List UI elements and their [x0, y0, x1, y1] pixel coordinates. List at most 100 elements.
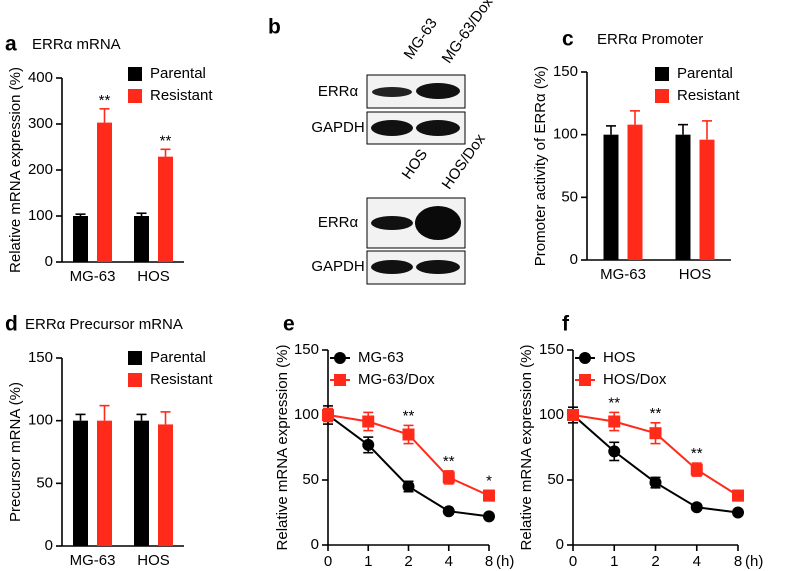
x-tick-label: HOS [137, 552, 170, 569]
x-tick-label: 2 [651, 553, 659, 570]
y-axis-label: Precursor mRNA (%) [7, 382, 24, 522]
row-label: GAPDH [311, 258, 364, 275]
panel-letter: f [562, 313, 570, 336]
marker [334, 374, 346, 386]
band [371, 216, 413, 230]
legend-swatch [128, 67, 142, 81]
y-axis-label: Promoter activity of ERRα (%) [532, 66, 549, 266]
y-tick-label: 300 [28, 115, 53, 132]
bar [97, 420, 112, 546]
marker [608, 415, 621, 428]
lane-label: MG-63 [401, 15, 441, 62]
y-axis-label: Relative mRNA expression (%) [518, 345, 535, 551]
marker [334, 352, 346, 364]
panel-letter: d [5, 313, 18, 336]
lane-label: MG-63/Dox [439, 0, 497, 67]
x-tick-label: 4 [445, 553, 453, 570]
y-tick-label: 100 [539, 406, 564, 423]
y-tick-label: 50 [547, 471, 564, 488]
bar [158, 424, 173, 546]
marker [732, 506, 744, 519]
marker [690, 463, 703, 476]
panel-letter: b [268, 16, 281, 39]
band [416, 120, 460, 136]
significance: ** [99, 92, 111, 109]
y-tick-label: 100 [294, 406, 319, 423]
y-axis-label: Relative mRNA expression (%) [274, 345, 291, 551]
band [371, 260, 413, 274]
lane-label: HOS [399, 146, 432, 182]
x-tick-label: 1 [364, 553, 372, 570]
band [416, 83, 460, 99]
legend-label: Parental [150, 65, 206, 82]
y-tick-label: 0 [556, 536, 564, 553]
x-tick-label: 1 [610, 553, 618, 570]
marker [362, 438, 375, 451]
x-unit: (h) [745, 553, 763, 570]
chart-title: ERRα mRNA [32, 36, 121, 53]
y-tick-label: 50 [302, 471, 319, 488]
marker [649, 427, 662, 440]
chart-title: ERRα Promoter [597, 31, 703, 48]
bar [603, 134, 619, 260]
x-tick-label: MG-63 [70, 268, 116, 285]
bar [73, 420, 88, 546]
chart-title: ERRα Precursor mRNA [25, 316, 183, 333]
bar [134, 420, 149, 546]
legend-label: Resistant [150, 371, 213, 388]
x-tick-label: HOS [679, 266, 712, 283]
y-tick-label: 100 [28, 412, 53, 429]
marker [579, 352, 591, 364]
marker [442, 471, 455, 484]
band [372, 87, 412, 97]
marker [732, 489, 744, 502]
significance: ** [608, 394, 620, 411]
x-unit: (h) [496, 553, 514, 570]
bar [134, 216, 149, 262]
significance: ** [403, 407, 415, 424]
x-tick-label: MG-63 [70, 552, 116, 569]
marker [402, 428, 415, 441]
bar [675, 134, 691, 260]
legend-label: MG-63 [358, 349, 404, 366]
y-tick-label: 100 [28, 207, 53, 224]
x-tick-label: 2 [404, 553, 412, 570]
legend-label: HOS/Dox [603, 371, 667, 388]
x-tick-label: 0 [324, 553, 332, 570]
y-tick-label: 0 [311, 536, 319, 553]
y-tick-label: 150 [294, 341, 319, 358]
row-label: GAPDH [311, 119, 364, 136]
y-tick-label: 0 [45, 537, 53, 554]
marker [579, 374, 591, 386]
band [416, 260, 460, 274]
western-blot: b MG-63 MG-63/Dox ERRα GAPDH HOS HOS/Dox… [268, 0, 497, 285]
marker [483, 510, 495, 523]
marker [402, 480, 415, 493]
bar [158, 156, 173, 262]
y-tick-label: 50 [561, 188, 578, 205]
marker [483, 489, 495, 502]
y-tick-label: 150 [28, 349, 53, 366]
marker [442, 505, 455, 518]
x-tick-label: 8 [734, 553, 742, 570]
y-tick-label: 0 [570, 251, 578, 268]
marker [567, 409, 579, 421]
marker [608, 445, 621, 458]
y-tick-label: 150 [553, 63, 578, 80]
bar [627, 124, 643, 260]
y-axis-label: Relative mRNA expression (%) [7, 67, 24, 273]
bar [73, 216, 88, 262]
y-tick-label: 100 [553, 126, 578, 143]
marker [690, 501, 703, 514]
marker [362, 415, 375, 428]
legend-label: Resistant [677, 87, 740, 104]
legend-swatch [128, 89, 142, 103]
legend-label: Resistant [150, 87, 213, 104]
y-tick-label: 400 [28, 69, 53, 86]
y-tick-label: 200 [28, 161, 53, 178]
panel-letter: e [283, 313, 295, 336]
band [415, 206, 461, 240]
legend-swatch [128, 373, 142, 387]
legend-label: MG-63/Dox [358, 371, 435, 388]
